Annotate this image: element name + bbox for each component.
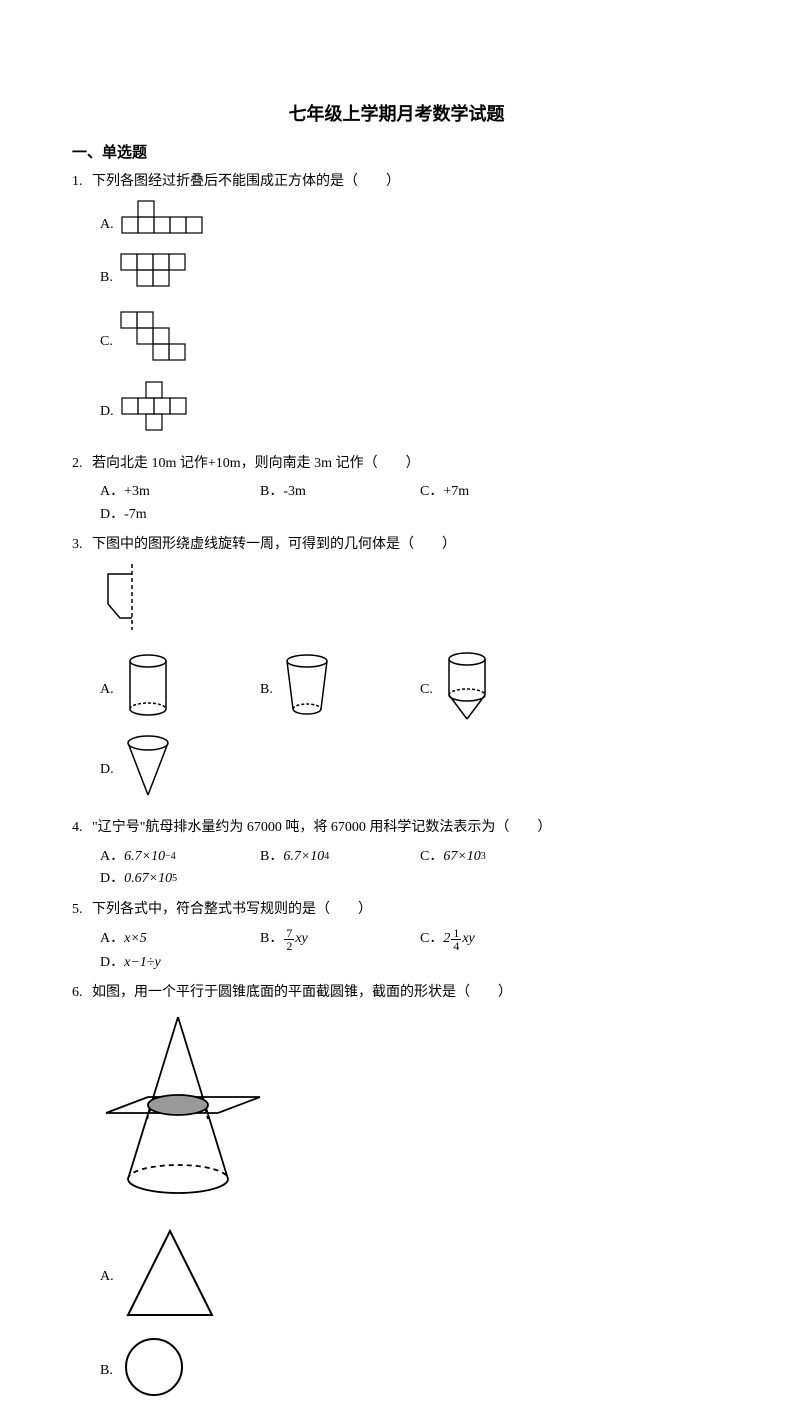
q1-A-label: A. [100, 214, 114, 236]
q5-D-expr: x−1÷y [124, 952, 161, 974]
q3-text: 下图中的图形绕虚线旋转一周，可得到的几何体是（ ） [92, 534, 721, 556]
q1-opt-B: B. [100, 252, 420, 304]
q2-num: 2. [72, 453, 92, 475]
question-2: 2. 若向北走 10m 记作+10m，则向南走 3m 记作（ ） [72, 453, 721, 475]
q4-num: 4. [72, 817, 92, 839]
q3-A-label: A. [100, 679, 114, 701]
q3-stem-figure [100, 562, 721, 640]
q1-opt-C: C. [100, 310, 420, 374]
cylinder-icon [120, 651, 176, 729]
cube-net-icon [120, 199, 210, 251]
q4-D-base: 0.67×10 [124, 868, 172, 890]
q4-B-base: 6.7×10 [283, 846, 324, 868]
cube-net-icon [119, 252, 199, 304]
q4-C-exp: 3 [481, 849, 486, 865]
q5-options: A． x×5 B． 7 2 xy C． 2 1 4 xy D． x−1÷y [100, 927, 721, 974]
q4-opt-B: B． 6.7×104 [260, 846, 420, 868]
cone-icon [120, 731, 176, 809]
q4-D-exp: 5 [172, 871, 177, 887]
q2-opt-C: C．+7m [420, 481, 580, 503]
question-4: 4. "辽宁号"航母排水量约为 67000 吨，将 67000 用科学记数法表示… [72, 817, 721, 839]
q3-options: A. B. [100, 649, 721, 810]
q2-options: A．+3m B．-3m C．+7m D．-7m [100, 481, 721, 526]
q5-opt-C: C． 2 1 4 xy [420, 927, 580, 952]
q5-C-int: 2 [443, 928, 450, 950]
q2-opt-A: A．+3m [100, 481, 260, 503]
q3-opt-D: D. [100, 731, 260, 809]
q5-A-expr: x×5 [124, 928, 147, 950]
q4-opt-D: D． 0.67×105 [100, 868, 260, 890]
q5-B-pre: B． [260, 928, 283, 950]
q1-options: A. B. [100, 199, 721, 445]
q5-C-den: 4 [451, 940, 461, 952]
q5-opt-D: D． x−1÷y [100, 952, 260, 974]
cube-net-icon [120, 380, 200, 444]
q4-D-pre: D． [100, 868, 124, 890]
q4-options: A． 6.7×10−4 B． 6.7×104 C． 67×103 D． 0.67… [100, 846, 721, 891]
q4-C-base: 67×10 [443, 846, 480, 868]
q1-C-label: C. [100, 331, 113, 353]
q3-opt-C: C. [420, 649, 580, 731]
q4-B-pre: B． [260, 846, 283, 868]
question-6: 6. 如图，用一个平行于圆锥底面的平面截圆锥，截面的形状是（ ） [72, 982, 721, 1004]
q3-opt-A: A. [100, 649, 260, 731]
circle-icon [119, 1332, 189, 1410]
q2-text: 若向北走 10m 记作+10m，则向南走 3m 记作（ ） [92, 453, 721, 475]
q4-B-exp: 4 [324, 849, 329, 865]
q4-text: "辽宁号"航母排水量约为 67000 吨，将 67000 用科学记数法表示为（ … [92, 817, 721, 839]
fraction-icon: 7 2 [284, 927, 294, 952]
question-3: 3. 下图中的图形绕虚线旋转一周，可得到的几何体是（ ） [72, 534, 721, 556]
section-heading: 一、单选题 [72, 141, 721, 165]
cylinder-cone-icon [439, 649, 495, 731]
q4-opt-A: A． 6.7×10−4 [100, 846, 260, 868]
q3-D-label: D. [100, 759, 114, 781]
q5-C-tail: xy [462, 928, 474, 950]
triangle-icon [120, 1223, 220, 1331]
q4-A-base: 6.7×10 [124, 846, 165, 868]
q5-A-pre: A． [100, 928, 124, 950]
q1-B-label: B. [100, 267, 113, 289]
q3-C-label: C. [420, 679, 433, 701]
q2-opt-B: B．-3m [260, 481, 420, 503]
fraction-icon: 1 4 [451, 927, 461, 952]
q4-C-pre: C． [420, 846, 443, 868]
q1-text: 下列各图经过折叠后不能围成正方体的是（ ） [92, 171, 721, 193]
q5-opt-B: B． 7 2 xy [260, 927, 420, 952]
cube-net-icon [119, 310, 199, 374]
q5-C-pre: C． [420, 928, 443, 950]
q4-A-exp: −4 [165, 849, 176, 865]
q4-opt-C: C． 67×103 [420, 846, 580, 868]
q6-text: 如图，用一个平行于圆锥底面的平面截圆锥，截面的形状是（ ） [92, 982, 721, 1004]
q6-A-label: A. [100, 1266, 114, 1288]
q5-opt-A: A． x×5 [100, 927, 260, 952]
q6-B-label: B. [100, 1360, 113, 1382]
q6-options: A. B. [100, 1223, 721, 1410]
q1-num: 1. [72, 171, 92, 193]
q3-B-label: B. [260, 679, 273, 701]
q6-opt-A: A. [100, 1223, 420, 1331]
q5-text: 下列各式中，符合整式书写规则的是（ ） [92, 899, 721, 921]
q6-opt-B: B. [100, 1332, 420, 1410]
q1-opt-D: D. [100, 380, 420, 444]
q5-D-pre: D． [100, 952, 124, 974]
q1-D-label: D. [100, 401, 114, 423]
q5-num: 5. [72, 899, 92, 921]
page-title: 七年级上学期月考数学试题 [72, 100, 721, 129]
question-1: 1. 下列各图经过折叠后不能围成正方体的是（ ） [72, 171, 721, 193]
q5-B-den: 2 [284, 940, 294, 952]
q2-opt-D: D．-7m [100, 504, 260, 526]
q6-num: 6. [72, 982, 92, 1004]
q5-B-tail: xy [295, 928, 307, 950]
q3-num: 3. [72, 534, 92, 556]
q4-A-pre: A． [100, 846, 124, 868]
question-5: 5. 下列各式中，符合整式书写规则的是（ ） [72, 899, 721, 921]
q1-opt-A: A. [100, 199, 420, 251]
q6-stem-figure [100, 1011, 721, 1209]
q3-opt-B: B. [260, 649, 420, 731]
frustum-icon [279, 651, 335, 729]
